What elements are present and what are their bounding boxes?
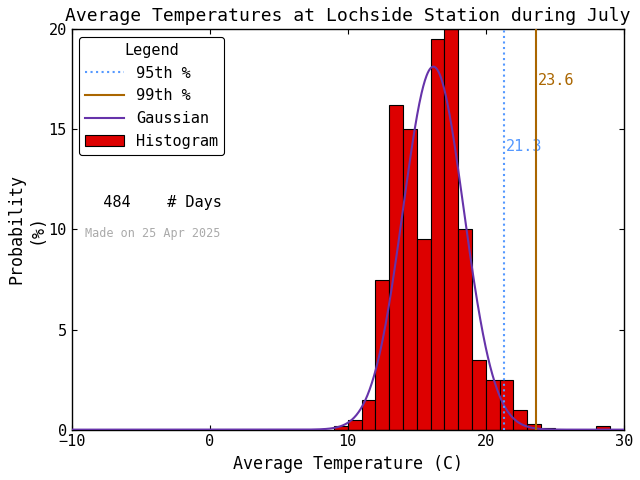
Gaussian: [124, 427, 132, 432]
Bar: [431, 39, 444, 430]
Bar: [513, 409, 527, 430]
Bar: [376, 279, 389, 430]
Bar: [348, 420, 362, 430]
Gaussian: [509, 415, 516, 420]
Text: 484    # Days: 484 # Days: [86, 195, 222, 210]
Legend: 95th %, 99th %, Gaussian, Histogram: 95th %, 99th %, Gaussian, Histogram: [79, 37, 224, 155]
99th %: [532, 427, 540, 432]
Bar: [403, 130, 417, 430]
Bar: [458, 229, 472, 430]
Gaussian: [447, 122, 455, 128]
Bar: [417, 240, 431, 430]
Gaussian: [311, 427, 319, 432]
Gaussian: [291, 427, 299, 432]
Gaussian: [620, 427, 628, 432]
Title: Average Temperatures at Lochside Station during July: Average Temperatures at Lochside Station…: [65, 7, 630, 25]
Bar: [527, 424, 541, 430]
Bar: [444, 29, 458, 430]
Line: Gaussian: Gaussian: [72, 67, 624, 430]
Text: Made on 25 Apr 2025: Made on 25 Apr 2025: [86, 228, 221, 240]
Bar: [334, 426, 348, 430]
Bar: [362, 400, 376, 430]
Gaussian: [499, 400, 507, 406]
Text: 23.6: 23.6: [538, 73, 574, 88]
Bar: [596, 426, 610, 430]
Gaussian: [429, 64, 437, 70]
95th %: [500, 427, 508, 432]
Bar: [389, 105, 403, 430]
Bar: [472, 360, 486, 430]
Bar: [486, 380, 500, 430]
95th %: [500, 407, 508, 412]
Y-axis label: Probability
(%): Probability (%): [7, 174, 45, 285]
Bar: [541, 428, 555, 430]
99th %: [532, 407, 540, 412]
Text: 21.3: 21.3: [506, 139, 542, 155]
Gaussian: [68, 427, 76, 432]
X-axis label: Average Temperature (C): Average Temperature (C): [233, 455, 463, 473]
Bar: [500, 380, 513, 430]
